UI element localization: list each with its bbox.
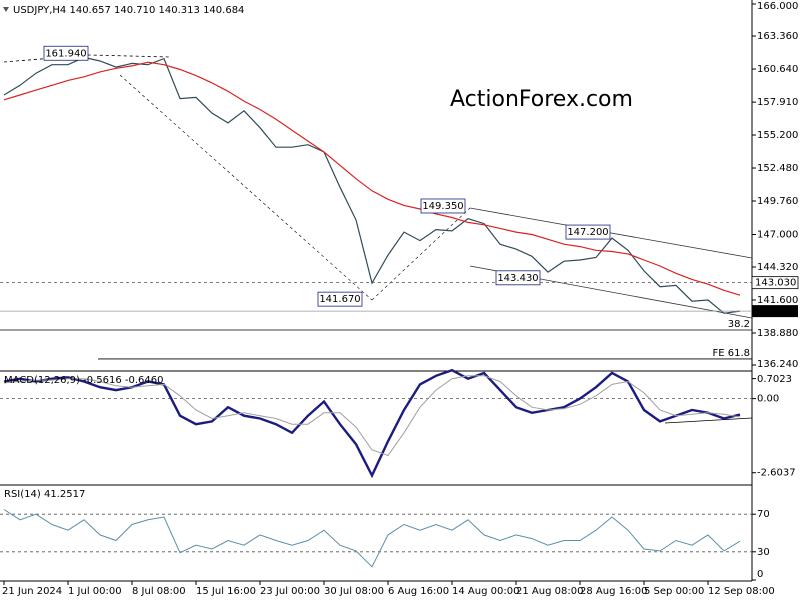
y-tick-label: 138.880 (757, 328, 798, 339)
x-tick-label: 15 Jul 16:00 (196, 586, 256, 597)
x-tick-label: 30 Jul 08:00 (324, 586, 384, 597)
series-line (3, 368, 741, 479)
watermark: ActionForex.com (450, 87, 633, 112)
annotation-label: 143.430 (497, 273, 538, 284)
y-tick-label: 70 (757, 509, 770, 520)
panel-title: MACD(12,26,9) -0.5616 -0.6460 (4, 375, 164, 386)
trend-line (119, 74, 373, 301)
x-tick-label: 23 Jul 00:00 (260, 586, 320, 597)
y-tick-label: 136.240 (757, 359, 798, 370)
fib-label: FE 61.8 (712, 348, 750, 359)
series-line (3, 509, 741, 568)
y-tick-label: 157.910 (757, 97, 798, 108)
y-tick-label: 155.200 (757, 130, 798, 141)
annotation-box (43, 45, 89, 61)
x-tick-label: 14 Aug 00:00 (452, 586, 519, 597)
annotation-label: 141.670 (319, 294, 360, 305)
x-tick-label: 21 Jun 2024 (2, 586, 62, 597)
y-tick-label: -2.6037 (757, 468, 796, 479)
y-tick-label: 166.000 (757, 1, 798, 12)
level-tag (751, 276, 799, 290)
annotation-box (317, 291, 363, 307)
channel-line (469, 207, 753, 259)
x-tick-label: 5 Sep 00:00 (644, 586, 704, 597)
annotation-label: 161.940 (45, 48, 86, 59)
y-tick-label: 152.480 (757, 163, 798, 174)
x-tick-label: 12 Sep 08:00 (708, 586, 775, 597)
price-tag-label: 140.684 (755, 306, 796, 317)
support-line (664, 417, 753, 424)
y-tick-label: 149.760 (757, 196, 798, 207)
price-tag (752, 305, 798, 318)
annotation-box (495, 270, 541, 286)
menu-icon (3, 7, 9, 12)
x-tick-label: 6 Aug 16:00 (388, 586, 449, 597)
annotation-label: 149.350 (422, 201, 463, 212)
annotation-box (420, 198, 466, 214)
y-tick-label: 147.000 (757, 229, 798, 240)
series-line (3, 56, 741, 314)
annotation-label: 147.200 (567, 227, 608, 238)
y-tick-label: 0 (757, 569, 763, 580)
series-line (3, 375, 741, 457)
series-line (3, 61, 741, 296)
x-tick-label: 1 Jul 00:00 (68, 586, 122, 597)
trend-line (3, 54, 171, 63)
y-tick-label: 30 (757, 547, 770, 558)
x-tick-label: 8 Jul 08:00 (132, 586, 186, 597)
fib-label: 38.2 (728, 319, 750, 330)
x-tick-label: 28 Aug 16:00 (580, 586, 647, 597)
panel-title: RSI(14) 41.2517 (4, 489, 85, 500)
y-tick-label: 163.360 (757, 31, 798, 42)
trend-line (371, 207, 471, 301)
panel-title: USDJPY,H4 140.657 140.710 140.313 140.68… (13, 5, 244, 16)
annotation-box (565, 224, 611, 240)
y-tick-label: 0.00 (757, 394, 779, 405)
y-tick-label: 141.600 (757, 295, 798, 306)
x-tick-label: 21 Aug 08:00 (516, 586, 583, 597)
y-tick-label: 0.7023 (757, 374, 792, 385)
y-tick-label: 160.640 (757, 64, 798, 75)
y-tick-label: 144.320 (757, 262, 798, 273)
level-tag-label: 143.030 (755, 278, 796, 289)
